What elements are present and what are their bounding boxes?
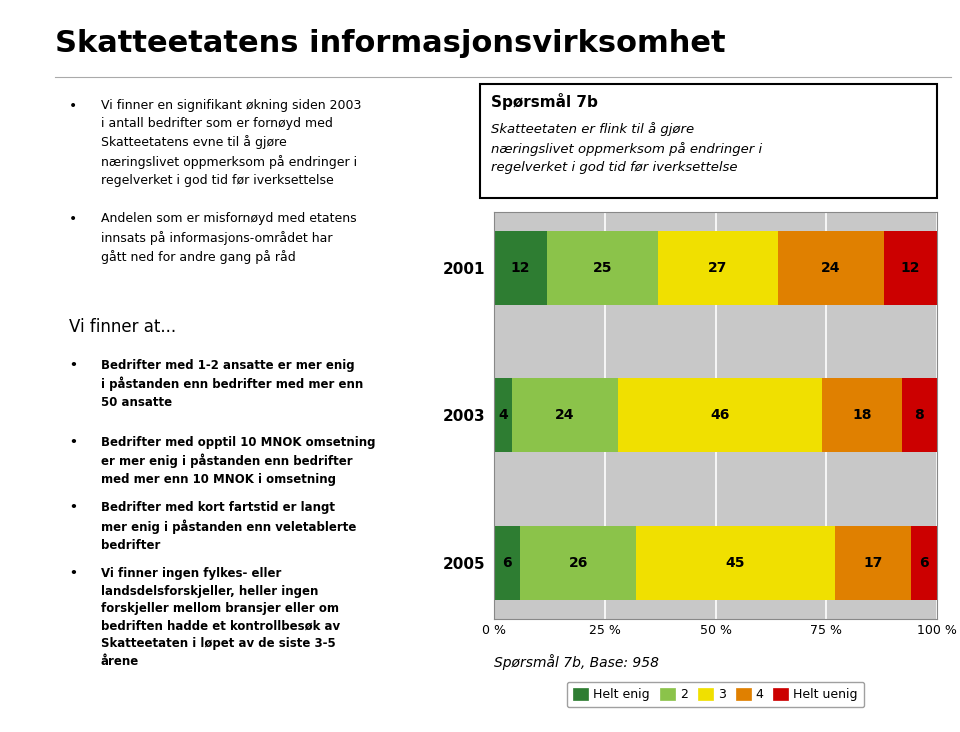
Text: 45: 45 xyxy=(726,556,745,570)
Text: Andelen som er misfornøyd med etatens
innsats på informasjons-området har
gått n: Andelen som er misfornøyd med etatens in… xyxy=(101,212,356,264)
Bar xyxy=(901,378,937,452)
Text: Spørsmål 7b, Base: 958: Spørsmål 7b, Base: 958 xyxy=(493,654,659,671)
Bar xyxy=(547,231,658,305)
Text: Vi finner en signifikant økning siden 2003
i antall bedrifter som er fornøyd med: Vi finner en signifikant økning siden 20… xyxy=(101,99,361,187)
Text: 24: 24 xyxy=(821,261,841,274)
Text: 24: 24 xyxy=(555,408,575,422)
Bar xyxy=(520,526,636,600)
Bar xyxy=(493,231,547,305)
Bar xyxy=(636,526,835,600)
Bar xyxy=(884,231,937,305)
Text: Skatteetatens informasjonsvirksomhet: Skatteetatens informasjonsvirksomhet xyxy=(56,29,726,59)
Bar xyxy=(480,84,937,198)
Bar xyxy=(618,378,822,452)
Text: 8: 8 xyxy=(915,408,924,422)
Text: Bedrifter med kort fartstid er langt
mer enig i påstanden enn veletablerte
bedri: Bedrifter med kort fartstid er langt mer… xyxy=(101,501,356,552)
Bar xyxy=(910,526,937,600)
Text: •: • xyxy=(69,567,77,580)
Text: 12: 12 xyxy=(511,261,530,274)
Bar xyxy=(493,526,520,600)
Text: •: • xyxy=(69,436,77,449)
Bar xyxy=(835,526,910,600)
Text: 6: 6 xyxy=(919,556,928,570)
Bar xyxy=(778,231,884,305)
Legend: Helt enig, 2, 3, 4, Helt uenig: Helt enig, 2, 3, 4, Helt uenig xyxy=(567,681,864,707)
Text: Bedrifter med 1-2 ansatte er mer enig
i påstanden enn bedrifter med mer enn
50 a: Bedrifter med 1-2 ansatte er mer enig i … xyxy=(101,359,363,409)
Text: Vi finner at...: Vi finner at... xyxy=(69,318,176,337)
Text: •: • xyxy=(69,501,77,515)
Text: 6: 6 xyxy=(502,556,512,570)
Text: 25: 25 xyxy=(592,261,612,274)
Text: Skatteetaten er flink til å gjøre
næringslivet oppmerksom på endringer i
regelve: Skatteetaten er flink til å gjøre næring… xyxy=(492,122,762,173)
Bar xyxy=(512,378,618,452)
Text: •: • xyxy=(69,359,77,372)
Text: 26: 26 xyxy=(568,556,588,570)
Bar xyxy=(493,378,512,452)
Text: Vi finner ingen fylkes- eller
landsdelsforskjeller, heller ingen
forskjeller mel: Vi finner ingen fylkes- eller landsdelsf… xyxy=(101,567,340,668)
Text: 12: 12 xyxy=(900,261,921,274)
Text: 18: 18 xyxy=(852,408,872,422)
Text: •: • xyxy=(69,212,77,226)
Text: Bedrifter med opptil 10 MNOK omsetning
er mer enig i påstanden enn bedrifter
med: Bedrifter med opptil 10 MNOK omsetning e… xyxy=(101,436,375,486)
Text: 17: 17 xyxy=(863,556,882,570)
Bar xyxy=(658,231,778,305)
Text: 46: 46 xyxy=(710,408,730,422)
Text: •: • xyxy=(69,99,77,113)
Text: 27: 27 xyxy=(708,261,728,274)
Bar xyxy=(822,378,901,452)
Text: 4: 4 xyxy=(498,408,508,422)
Text: Spørsmål 7b: Spørsmål 7b xyxy=(492,93,598,110)
